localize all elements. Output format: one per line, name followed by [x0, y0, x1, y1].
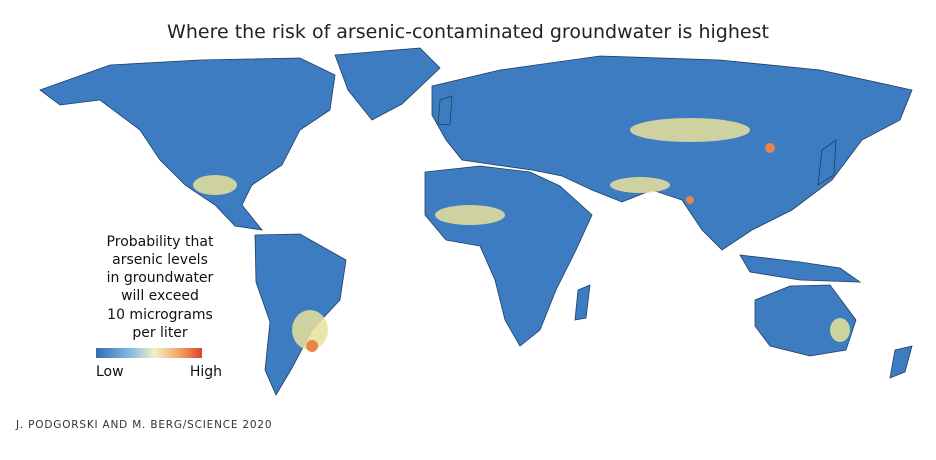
- high-risk-area: [630, 118, 750, 142]
- high-risk-area: [435, 205, 505, 225]
- legend-title-line: 10 micrograms: [107, 307, 213, 323]
- high-risk-area: [193, 175, 237, 195]
- legend-title-line: arsenic levels: [112, 252, 208, 268]
- legend-low-label: Low: [96, 364, 124, 380]
- legend-title-line: Probability that: [107, 234, 214, 250]
- uk: [437, 95, 453, 126]
- title: Where the risk of arsenic-contaminated g…: [167, 21, 769, 43]
- legend: Probability that arsenic levels in groun…: [107, 234, 214, 341]
- credit: J. PODGORSKI AND M. BERG/SCIENCE 2020: [15, 419, 272, 431]
- north-america: [39, 57, 336, 231]
- high-risk-area: [292, 310, 328, 350]
- highest-risk-area: [765, 143, 775, 153]
- legend-title-line: will exceed: [121, 288, 199, 304]
- legend-title-line: in groundwater: [107, 270, 214, 286]
- japan: [817, 139, 837, 186]
- greenland: [334, 47, 441, 121]
- legend-color-scale: [96, 348, 202, 358]
- high-risk-area: [830, 318, 850, 342]
- legend-title-line: per liter: [132, 325, 188, 341]
- new-zealand: [889, 345, 913, 379]
- highest-risk-area: [686, 196, 694, 204]
- highest-risk-area: [306, 340, 318, 352]
- eurasia: [431, 55, 913, 251]
- high-risk-area: [610, 177, 670, 193]
- australia: [754, 284, 857, 357]
- indonesia: [739, 254, 862, 283]
- world-map: [39, 47, 913, 396]
- africa: [424, 165, 593, 347]
- legend-high-label: High: [190, 364, 222, 380]
- madagascar: [574, 284, 591, 321]
